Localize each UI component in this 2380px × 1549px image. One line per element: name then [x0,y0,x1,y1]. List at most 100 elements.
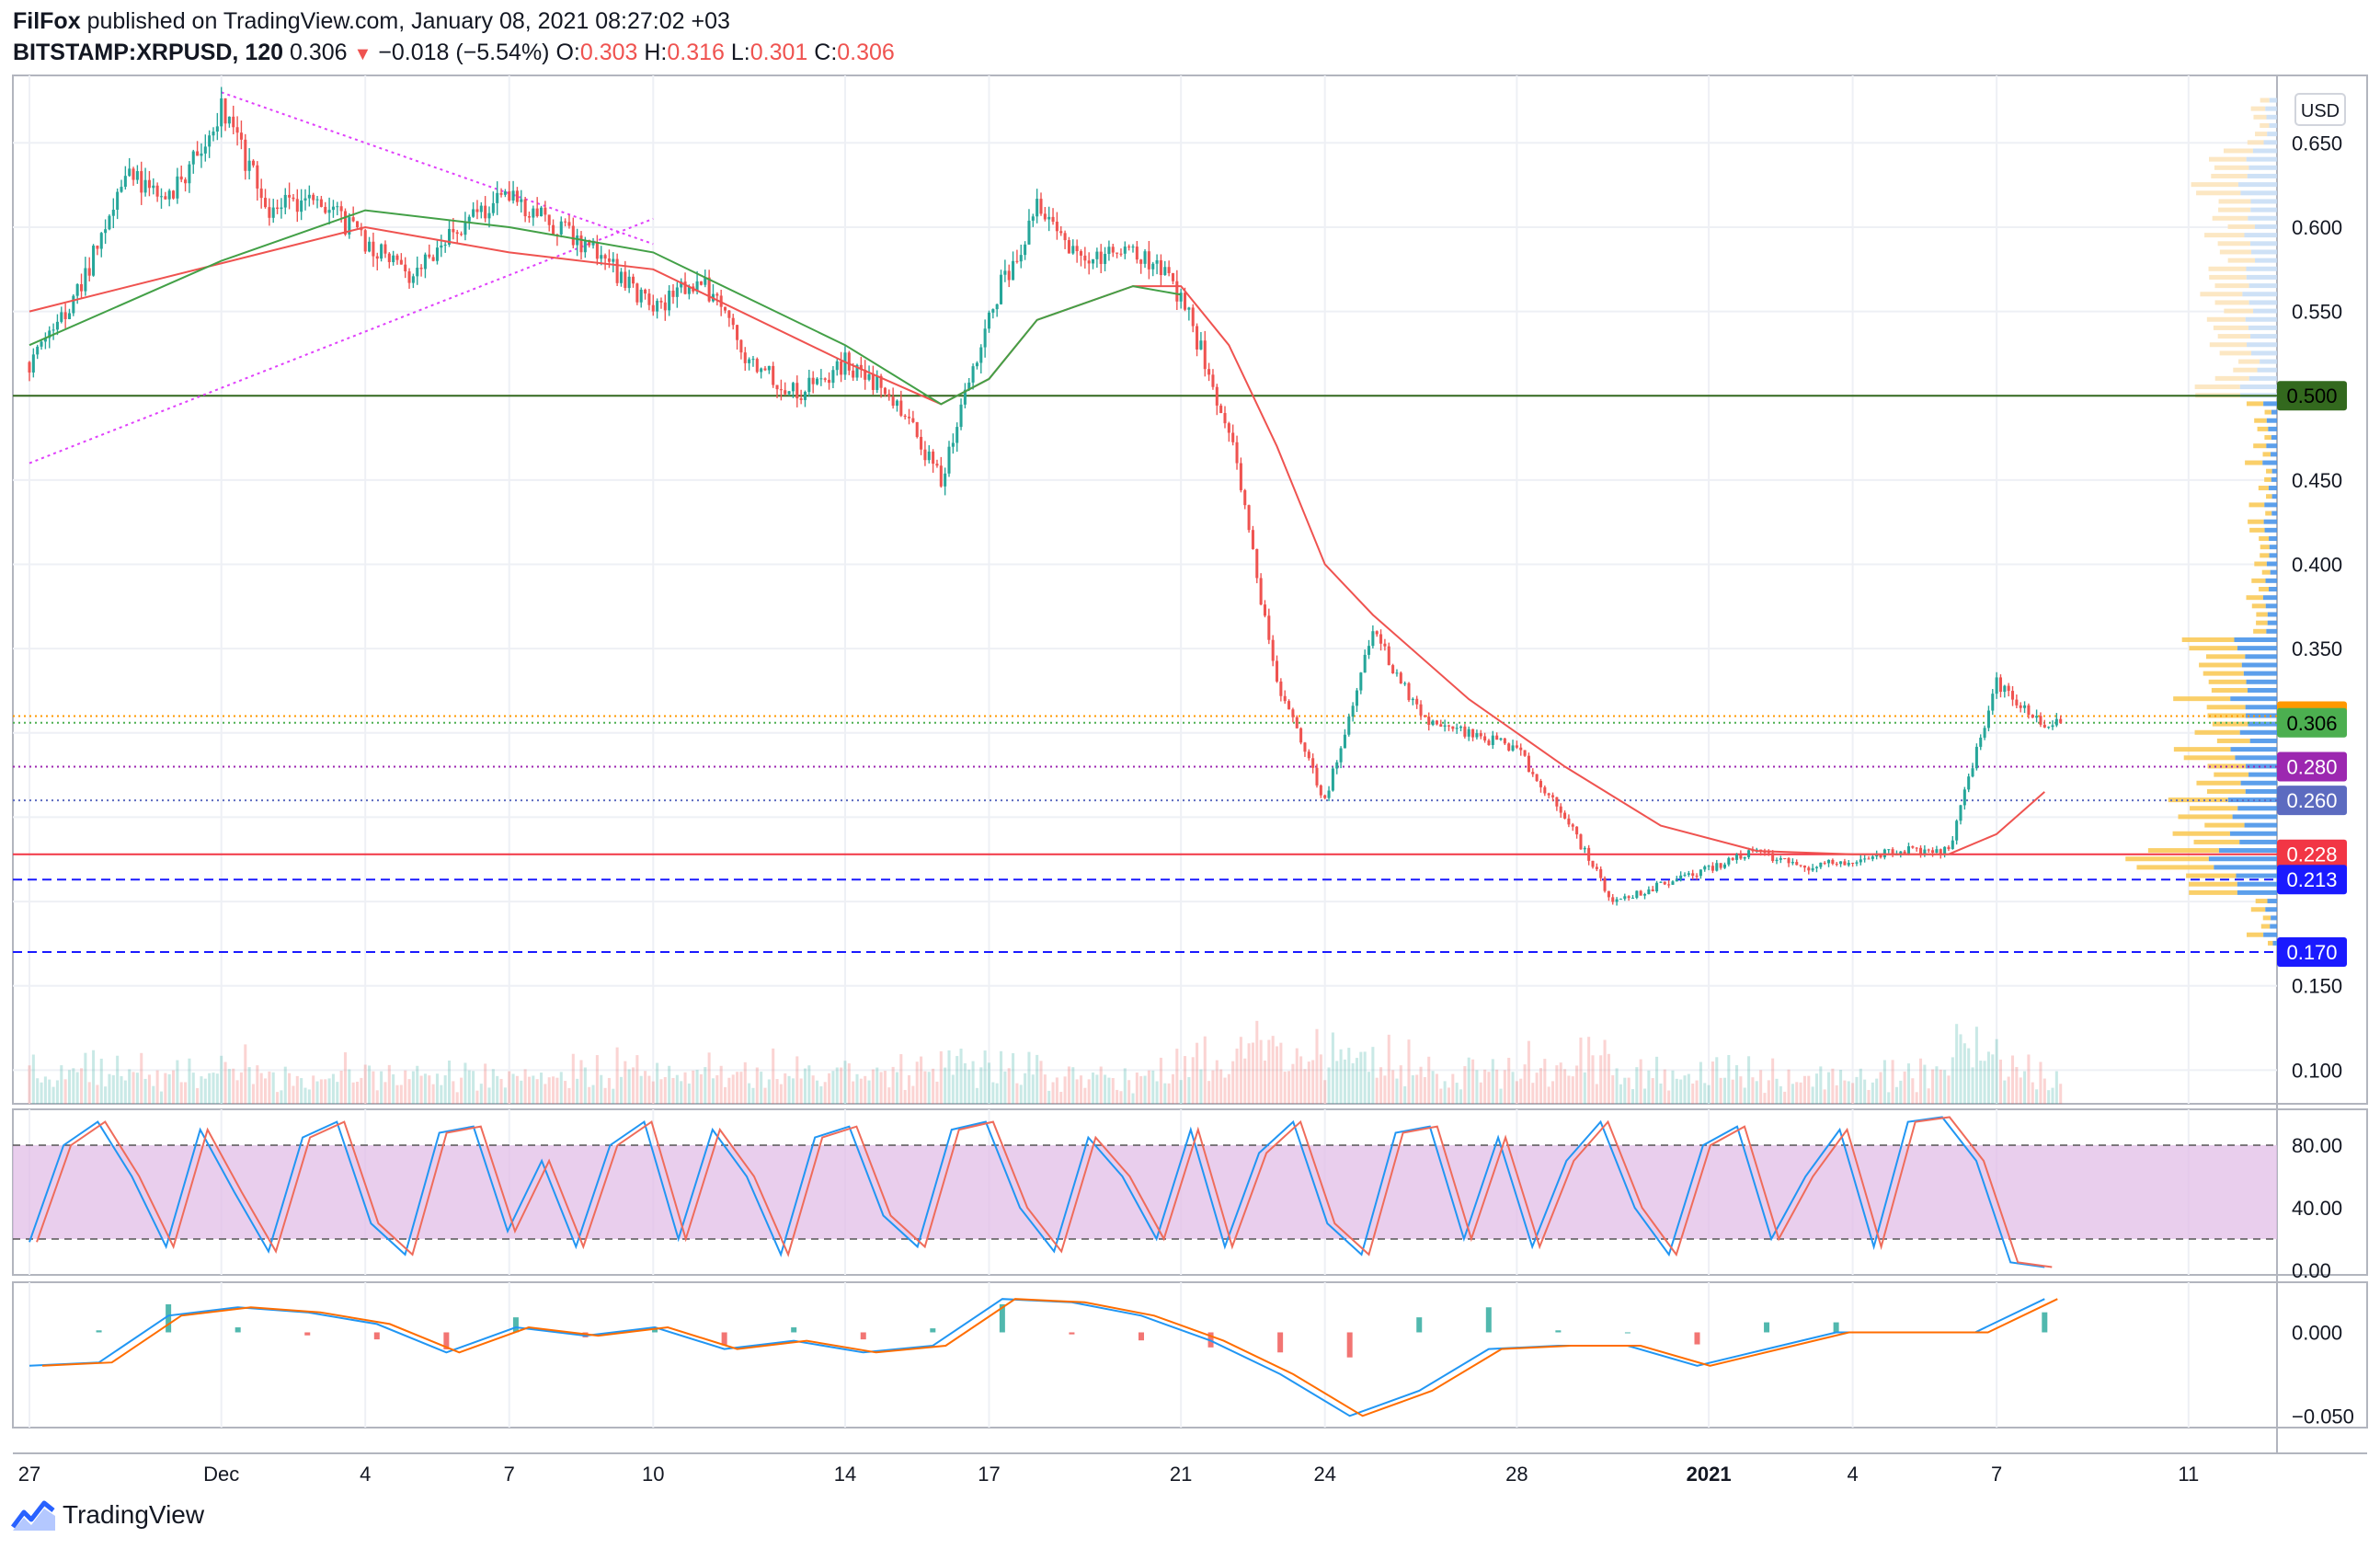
volume-bar [784,1073,787,1104]
candle-body [1511,745,1515,751]
volume-bar [1823,1089,1826,1104]
volume-profile-bar [2248,215,2277,221]
volume-bar [1075,1079,1079,1104]
volume-bar [1683,1075,1687,1104]
macd-histogram-bar [304,1332,311,1336]
volume-bar [375,1090,379,1104]
candle-body [220,98,223,127]
volume-bar [564,1081,567,1104]
candle-body [1463,726,1467,737]
volume-bar [1219,1069,1223,1104]
high-value: 0.316 [667,40,725,65]
candle-body [1167,267,1171,273]
volume-bar [831,1071,835,1104]
candle-body [1619,899,1622,901]
macd-histogram-bar [1833,1322,1839,1333]
candle-body [1327,790,1331,798]
volume-bar [1419,1066,1423,1104]
volume-bar [1775,1078,1779,1104]
candle-body [1087,260,1091,264]
volume-profile-bar [2223,148,2253,154]
stoch-band [13,1145,2277,1239]
price-label-0.306: 0.306 [2277,707,2347,738]
candle-body [1923,849,1927,855]
volume-profile-bar [2270,569,2277,575]
chart-canvas[interactable]: 0.100 0.150 0.350 0.400 0.450 0.550 0.600 0.650… [0,0,2380,1490]
volume-bar [603,1087,607,1104]
candle-body [967,382,971,390]
symbol-line: BITSTAMP:XRPUSD, 120 0.306 ▼ −0.018 (−5.… [13,37,2367,70]
volume-profile-bar [2269,122,2277,128]
candle-body [1387,646,1390,666]
volume-bar [203,1078,207,1104]
candle-body [48,330,51,338]
volume-profile-bar [2246,401,2264,407]
volume-bar [2019,1077,2022,1104]
candle-body [1867,858,1871,860]
volume-bar [1847,1081,1850,1104]
volume-bar [1979,1061,1983,1104]
candle-body [1783,857,1787,859]
publisher-name[interactable]: FilFox [13,8,81,34]
candle-body [1095,251,1099,259]
volume-profile-bar [2241,662,2277,668]
volume-bar [2051,1087,2054,1104]
volume-profile-bar [2246,679,2277,684]
candle-body [1000,274,1003,304]
candle-body [1775,859,1779,862]
volume-profile-bar [2244,822,2277,828]
volume-profile-bar [2263,519,2277,524]
volume-profile-bar [2235,755,2277,761]
macd-histogram-bar [1694,1332,1700,1345]
price-label-0.280: 0.280 [2277,752,2347,782]
volume-bar [1655,1056,1659,1104]
volume-bar [867,1080,871,1104]
volume-bar [1471,1059,1475,1104]
volume-profile-bar [2264,409,2271,415]
candle-body [939,465,943,487]
volume-bar [1535,1073,1539,1104]
volume-profile-bar [2239,384,2277,390]
volume-bar [1255,1020,1259,1104]
volume-profile-bar [2208,156,2247,162]
price-label-0.228: 0.228 [2277,839,2347,869]
candle-body [1179,293,1183,302]
tradingview-footer[interactable]: TradingView [11,1492,204,1538]
volume-bar [1747,1056,1751,1104]
volume-bar [40,1082,43,1104]
candle-body [1116,252,1119,254]
volume-profile-bar [2240,780,2277,786]
candle-body [1575,826,1579,835]
symbol-label[interactable]: BITSTAMP:XRPUSD, 120 [13,40,284,65]
volume-profile-bar [2248,283,2277,289]
volume-bar [1623,1077,1627,1104]
candle-body [312,194,315,201]
volume-bar [1187,1077,1191,1104]
candle-body [772,365,775,385]
volume-bar [951,1074,955,1104]
candle-body [1243,489,1247,506]
volume-profile-bar [2214,300,2249,305]
volume-profile-bar [2245,460,2263,465]
x-tick-label: 11 [2178,1463,2199,1486]
volume-profile-bar [2214,375,2249,381]
volume-bar [1571,1076,1574,1104]
volume-bar [1191,1057,1195,1104]
volume-bar [1327,1067,1331,1104]
candle-body [1659,881,1663,883]
volume-bar [1331,1032,1334,1104]
volume-profile-bar [2257,367,2277,373]
volume-bar [527,1076,531,1104]
candle-body [1263,604,1266,616]
volume-bar [835,1067,839,1104]
candle-body [1571,824,1574,827]
candle-body [1527,755,1530,773]
candle-body [883,387,887,395]
candle-body [1675,879,1678,882]
candle-body [1899,851,1903,855]
volume-bar [1875,1078,1879,1104]
volume-bar [2054,1071,2058,1104]
candle-body [416,268,419,277]
candle-body [1435,720,1438,725]
volume-profile-bar [2248,375,2277,381]
